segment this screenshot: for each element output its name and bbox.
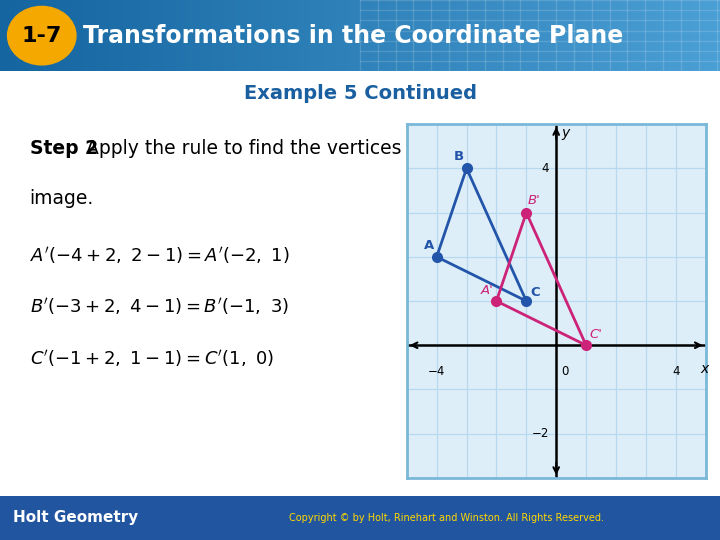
Text: C': C' — [589, 328, 602, 341]
Text: $C'(-1 + 2,\ 1 - 1) = C'(1,\ 0)$: $C'(-1 + 2,\ 1 - 1) = C'(1,\ 0)$ — [30, 348, 274, 369]
Text: Example 5 Continued: Example 5 Continued — [243, 84, 477, 103]
Text: image.: image. — [30, 189, 94, 208]
Text: B': B' — [528, 194, 541, 207]
Text: −2: −2 — [531, 427, 549, 440]
Text: x: x — [700, 362, 708, 376]
Text: 4: 4 — [672, 365, 680, 378]
Text: Transformations in the Coordinate Plane: Transformations in the Coordinate Plane — [83, 24, 623, 48]
Text: B: B — [454, 150, 464, 163]
Text: −4: −4 — [428, 365, 446, 378]
Text: Step 2: Step 2 — [30, 139, 98, 158]
Text: 4: 4 — [541, 162, 549, 175]
Text: A: A — [423, 239, 433, 252]
Text: A': A' — [481, 284, 493, 296]
Text: Copyright © by Holt, Rinehart and Winston. All Rights Reserved.: Copyright © by Holt, Rinehart and Winsto… — [289, 513, 604, 523]
Text: 0: 0 — [562, 365, 569, 378]
Text: Apply the rule to find the vertices of the: Apply the rule to find the vertices of t… — [86, 139, 462, 158]
Text: 1-7: 1-7 — [22, 25, 62, 46]
Ellipse shape — [8, 6, 76, 65]
Text: $B'(-3 + 2,\ 4 - 1) = B'(-1,\ 3)$: $B'(-3 + 2,\ 4 - 1) = B'(-1,\ 3)$ — [30, 296, 289, 318]
Text: $A'(-4 + 2,\ 2 - 1) = A'(-2,\ 1)$: $A'(-4 + 2,\ 2 - 1) = A'(-2,\ 1)$ — [30, 245, 289, 266]
Text: y: y — [562, 126, 570, 140]
Text: Holt Geometry: Holt Geometry — [13, 510, 138, 525]
Text: C: C — [531, 286, 541, 299]
